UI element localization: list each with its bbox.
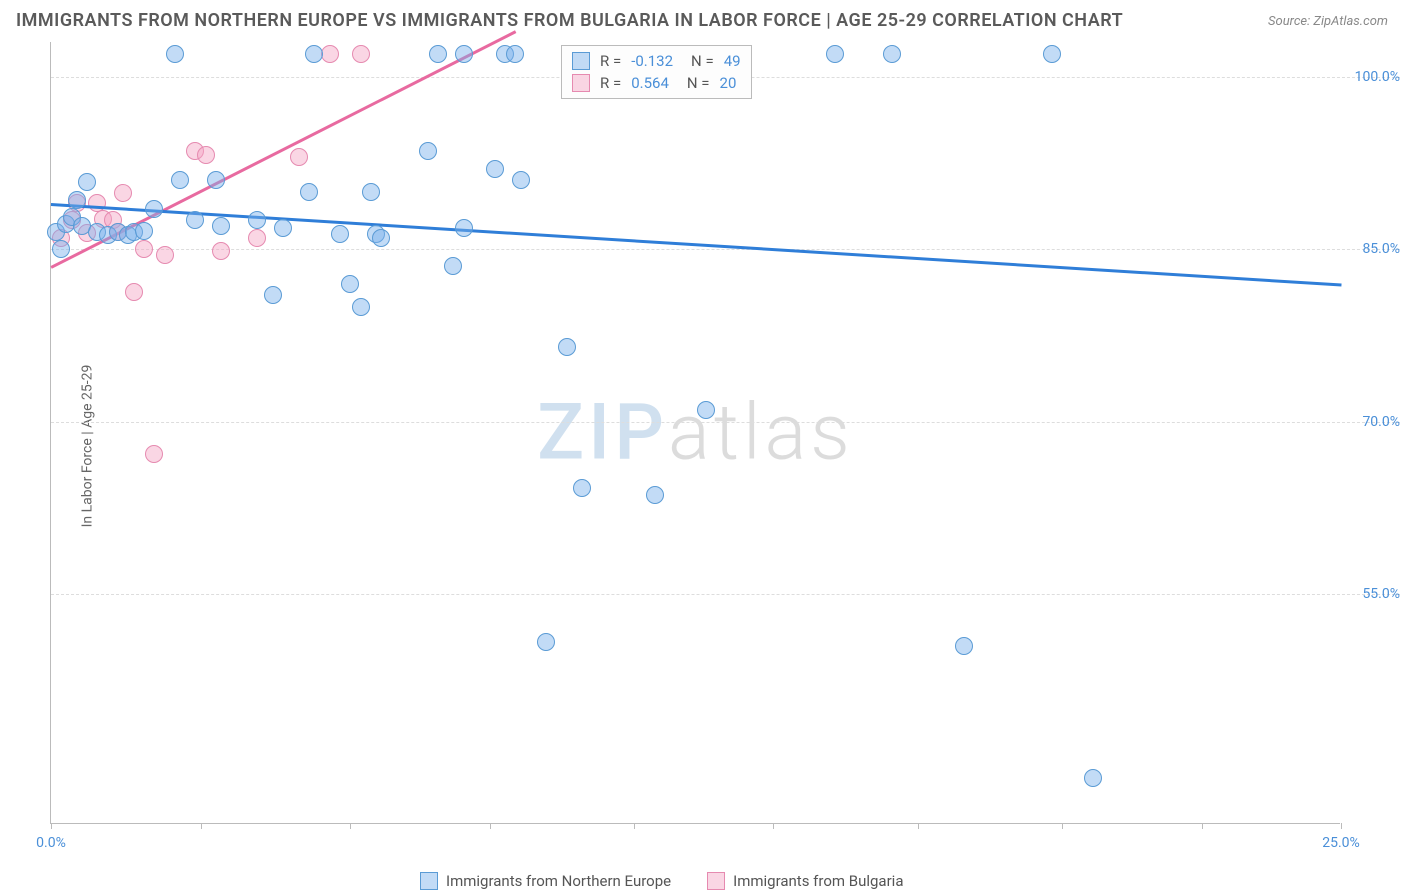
stats-legend: R = -0.132 N = 49 R = 0.564 N = 20 — [561, 45, 752, 99]
legend-label: Immigrants from Bulgaria — [733, 872, 903, 890]
data-point — [429, 45, 447, 63]
data-point — [826, 45, 844, 63]
watermark: ZIPatlas — [537, 387, 854, 478]
legend-r-label: R = — [600, 74, 621, 92]
data-point — [362, 183, 380, 201]
data-point — [486, 160, 504, 178]
legend-swatch — [420, 872, 438, 890]
x-tick-label: 0.0% — [36, 835, 66, 851]
y-tick-label: 100.0% — [1345, 69, 1400, 85]
plot-area: ZIPatlas 55.0%70.0%85.0%100.0%0.0%25.0%R… — [50, 42, 1340, 824]
data-point — [125, 283, 143, 301]
legend-n-value: 49 — [724, 52, 741, 70]
data-point — [68, 191, 86, 209]
data-point — [352, 45, 370, 63]
data-point — [135, 240, 153, 258]
data-point — [264, 286, 282, 304]
legend-label: Immigrants from Northern Europe — [446, 872, 671, 890]
data-point — [537, 633, 555, 651]
data-point — [248, 211, 266, 229]
data-point — [212, 242, 230, 260]
legend-n-label: N = — [687, 74, 710, 92]
chart-title: IMMIGRANTS FROM NORTHERN EUROPE VS IMMIG… — [16, 10, 1123, 31]
x-tick-mark — [51, 823, 52, 829]
y-tick-label: 85.0% — [1345, 241, 1400, 257]
data-point — [171, 171, 189, 189]
data-point — [212, 217, 230, 235]
watermark-atlas: atlas — [668, 387, 854, 478]
trendline — [51, 203, 1341, 286]
legend-item: Immigrants from Northern Europe — [420, 872, 671, 890]
data-point — [52, 240, 70, 258]
data-point — [419, 142, 437, 160]
data-point — [145, 445, 163, 463]
data-point — [300, 183, 318, 201]
x-tick-mark — [490, 823, 491, 829]
x-tick-mark — [918, 823, 919, 829]
legend-swatch — [572, 52, 590, 70]
legend-r-value: 0.564 — [631, 74, 669, 92]
data-point — [145, 200, 163, 218]
data-point — [197, 146, 215, 164]
data-point — [506, 45, 524, 63]
data-point — [135, 222, 153, 240]
data-point — [697, 401, 715, 419]
legend-r-label: R = — [600, 52, 621, 70]
data-point — [573, 479, 591, 497]
legend-swatch — [572, 74, 590, 92]
gridline — [51, 422, 1400, 423]
x-tick-mark — [1062, 823, 1063, 829]
legend-n-value: 20 — [720, 74, 737, 92]
data-point — [321, 45, 339, 63]
x-tick-label: 25.0% — [1322, 835, 1360, 851]
stats-legend-row: R = 0.564 N = 20 — [572, 72, 741, 94]
y-tick-label: 70.0% — [1345, 414, 1400, 430]
legend-item: Immigrants from Bulgaria — [707, 872, 903, 890]
data-point — [341, 275, 359, 293]
data-point — [512, 171, 530, 189]
data-point — [290, 148, 308, 166]
y-tick-label: 55.0% — [1345, 586, 1400, 602]
data-point — [352, 298, 370, 316]
bottom-legend: Immigrants from Northern Europe Immigrant… — [420, 872, 904, 890]
data-point — [372, 229, 390, 247]
x-tick-mark — [773, 823, 774, 829]
data-point — [444, 257, 462, 275]
data-point — [166, 45, 184, 63]
legend-swatch — [707, 872, 725, 890]
data-point — [186, 211, 204, 229]
data-point — [248, 229, 266, 247]
legend-n-label: N = — [691, 52, 714, 70]
stats-legend-row: R = -0.132 N = 49 — [572, 50, 741, 72]
watermark-zip: ZIP — [537, 387, 668, 478]
data-point — [455, 45, 473, 63]
x-tick-mark — [201, 823, 202, 829]
source-label: Source: ZipAtlas.com — [1268, 14, 1388, 29]
data-point — [305, 45, 323, 63]
data-point — [156, 246, 174, 264]
data-point — [955, 637, 973, 655]
data-point — [78, 173, 96, 191]
x-tick-mark — [1202, 823, 1203, 829]
legend-r-value: -0.132 — [631, 52, 673, 70]
data-point — [1084, 769, 1102, 787]
data-point — [646, 486, 664, 504]
data-point — [331, 225, 349, 243]
x-tick-mark — [350, 823, 351, 829]
data-point — [274, 219, 292, 237]
x-tick-mark — [634, 823, 635, 829]
data-point — [1043, 45, 1061, 63]
gridline — [51, 249, 1400, 250]
x-tick-mark — [1341, 823, 1342, 829]
data-point — [558, 338, 576, 356]
data-point — [207, 171, 225, 189]
data-point — [883, 45, 901, 63]
gridline — [51, 594, 1400, 595]
data-point — [455, 219, 473, 237]
data-point — [114, 184, 132, 202]
